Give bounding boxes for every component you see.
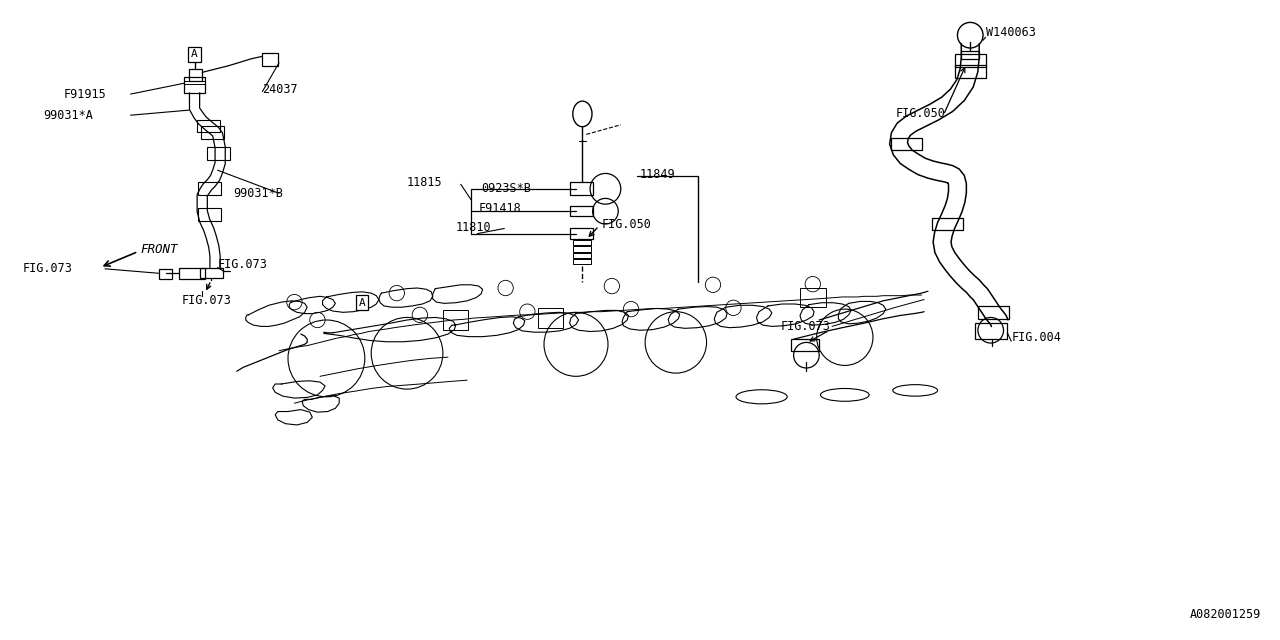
Bar — [961, 51, 979, 59]
Text: A: A — [358, 298, 366, 308]
Bar — [570, 228, 593, 239]
Text: FIG.073: FIG.073 — [218, 258, 268, 271]
Bar — [573, 253, 591, 258]
Text: FIG.004: FIG.004 — [1011, 332, 1061, 344]
Bar — [189, 69, 202, 81]
Bar — [262, 53, 278, 66]
Bar — [573, 259, 591, 264]
Text: 99031*A: 99031*A — [44, 109, 93, 122]
Text: FIG.050: FIG.050 — [602, 218, 652, 230]
Bar — [570, 206, 593, 216]
Text: F91418: F91418 — [479, 202, 521, 214]
Text: A: A — [191, 49, 198, 60]
Text: 0923S*B: 0923S*B — [481, 182, 531, 195]
Bar — [201, 126, 224, 139]
Text: 11810: 11810 — [456, 221, 492, 234]
Bar — [573, 246, 591, 252]
Bar — [955, 54, 986, 67]
Text: FIG.073: FIG.073 — [781, 320, 831, 333]
Text: FIG.050: FIG.050 — [896, 108, 946, 120]
Bar — [179, 268, 205, 279]
Text: 99031*B: 99031*B — [233, 187, 283, 200]
Bar — [570, 182, 593, 195]
Bar — [573, 240, 591, 245]
Bar — [197, 120, 220, 132]
Bar — [791, 339, 819, 351]
Bar — [198, 182, 221, 195]
Bar — [800, 288, 826, 307]
Bar — [975, 323, 1007, 339]
Bar — [978, 306, 1009, 319]
Text: 11849: 11849 — [640, 168, 676, 180]
Text: FIG.073: FIG.073 — [23, 262, 73, 275]
Bar — [955, 65, 986, 78]
Bar — [184, 77, 205, 93]
Text: F91915: F91915 — [64, 88, 106, 100]
Bar — [198, 208, 221, 221]
Text: A082001259: A082001259 — [1189, 608, 1261, 621]
Text: FRONT: FRONT — [141, 243, 178, 256]
Bar — [538, 308, 563, 328]
Text: FIG.073: FIG.073 — [182, 294, 232, 307]
Bar — [159, 269, 172, 279]
Bar — [891, 138, 922, 150]
Bar — [443, 310, 468, 330]
Text: 24037: 24037 — [262, 83, 298, 96]
Text: W140063: W140063 — [986, 26, 1036, 38]
Text: 11815: 11815 — [407, 176, 443, 189]
Bar — [932, 218, 963, 230]
Bar — [207, 147, 230, 160]
Bar — [200, 268, 223, 278]
